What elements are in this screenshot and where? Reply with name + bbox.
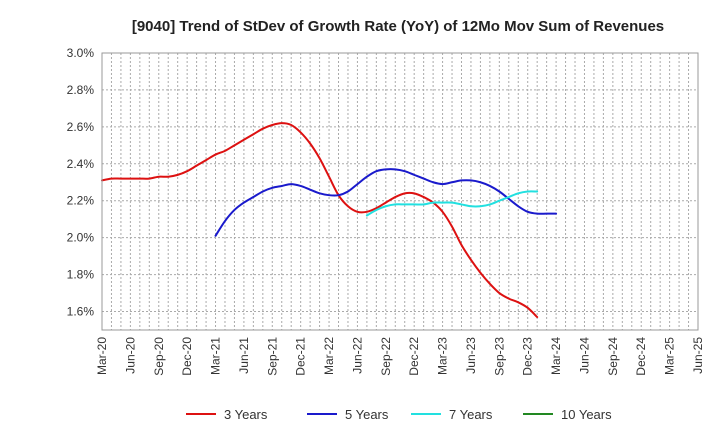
- legend-label: 3 Years: [224, 407, 268, 422]
- x-tick-label: Jun-23: [464, 337, 478, 374]
- y-tick-label: 2.2%: [67, 194, 95, 208]
- x-tick-label: Mar-23: [436, 337, 450, 375]
- x-tick-label: Dec-20: [180, 337, 194, 376]
- x-tick-label: Mar-24: [549, 337, 563, 375]
- x-tick-label: Jun-24: [577, 337, 591, 374]
- x-tick-label: Dec-21: [294, 337, 308, 376]
- x-tick-label: Sep-20: [152, 337, 166, 376]
- y-axis: 1.6% 1.8% 2.0% 2.2% 2.4% 2.6% 2.8% 3.0%: [67, 46, 95, 319]
- x-tick-label: Sep-23: [492, 337, 506, 376]
- x-tick-label: Jun-20: [123, 337, 137, 374]
- x-tick-label: Jun-25: [691, 337, 705, 374]
- y-tick-label: 2.4%: [67, 157, 95, 171]
- legend-item-7-years: 7 Years: [411, 407, 493, 422]
- x-tick-label: Jun-22: [350, 337, 364, 374]
- y-tick-label: 2.6%: [67, 120, 95, 134]
- x-tick-label: Dec-22: [407, 337, 421, 376]
- y-tick-label: 3.0%: [67, 46, 95, 60]
- legend-item-5-years: 5 Years: [307, 407, 389, 422]
- y-tick-label: 1.8%: [67, 268, 95, 282]
- x-tick-label: Mar-25: [663, 337, 677, 375]
- x-tick-label: Mar-20: [95, 337, 109, 375]
- legend-label: 5 Years: [345, 407, 389, 422]
- x-tick-label: Mar-22: [322, 337, 336, 375]
- chart-title: [9040] Trend of StDev of Growth Rate (Yo…: [132, 18, 664, 35]
- x-tick-label: Jun-21: [237, 337, 251, 374]
- x-tick-label: Dec-23: [521, 337, 535, 376]
- x-tick-label: Dec-24: [634, 337, 648, 376]
- y-tick-label: 2.8%: [67, 83, 95, 97]
- series-line-7-years: [365, 190, 539, 217]
- legend-label: 7 Years: [449, 407, 493, 422]
- legend-item-3-years: 3 Years: [186, 407, 268, 422]
- y-tick-label: 2.0%: [67, 231, 95, 245]
- x-tick-label: Sep-21: [265, 337, 279, 376]
- y-tick-label: 1.6%: [67, 305, 95, 319]
- grid-lines: [102, 52, 698, 330]
- series-line-5-years: [214, 168, 558, 237]
- legend-label: 10 Years: [561, 407, 612, 422]
- legend: 3 Years 5 Years 7 Years 10 Years: [186, 407, 612, 422]
- x-tick-label: Sep-22: [379, 337, 393, 376]
- x-tick-label: Mar-21: [209, 337, 223, 375]
- plot-area-frame: [101, 52, 699, 331]
- series-line-3-years: [101, 122, 539, 319]
- x-axis: Mar-20 Jun-20 Sep-20 Dec-20 Mar-21 Jun-21 Sep-…: [95, 337, 705, 376]
- plot-lines: [101, 122, 558, 319]
- legend-item-10-years: 10 Years: [523, 407, 612, 422]
- x-tick-label: Sep-24: [606, 337, 620, 376]
